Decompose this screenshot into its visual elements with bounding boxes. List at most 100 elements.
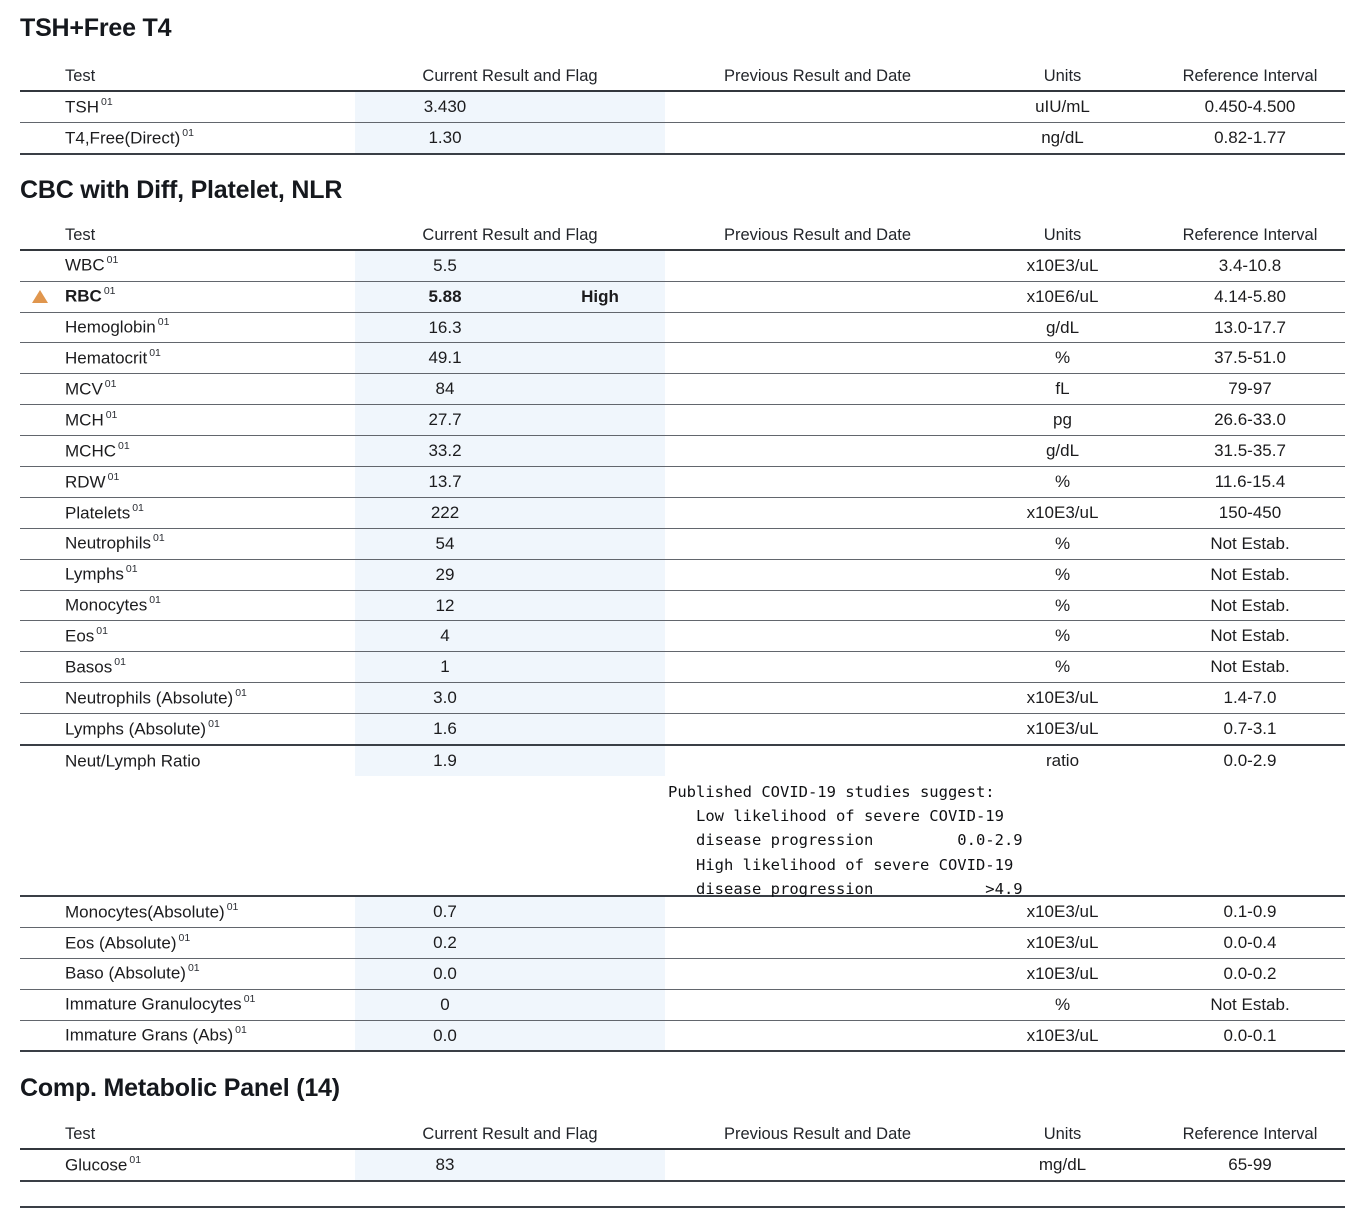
reference-interval: 0.7-3.1 (1223, 719, 1277, 739)
units-value: x10E3/uL (1026, 932, 1099, 952)
footnote-superscript: 01 (114, 655, 126, 668)
reference-interval: 0.0-0.4 (1223, 932, 1277, 952)
reference-interval: 0.1-0.9 (1223, 901, 1277, 921)
metabolic-panel-table: Test Current Result and Flag Previous Re… (20, 1122, 1345, 1183)
result-value: 5.88 (355, 281, 535, 312)
result-value: 0.2 (355, 927, 535, 958)
result-flag (535, 897, 665, 927)
table-row: Eos (Absolute) 01 0.2 x10E3/uL 0.0-0.4 (20, 927, 1345, 959)
result-flag (535, 958, 665, 989)
high-result-warning-icon (32, 290, 48, 304)
footnote-superscript: 01 (208, 717, 220, 730)
result-value: 5.5 (355, 250, 535, 281)
table-row: Lymphs 01 29 % Not Estab. (20, 559, 1345, 591)
reference-interval: Not Estab. (1210, 595, 1290, 615)
reference-interval: 37.5-51.0 (1214, 348, 1286, 368)
units-value: % (1054, 595, 1071, 615)
test-name: MCV (65, 379, 103, 399)
result-value: 16.3 (355, 312, 535, 343)
column-header-previous: Previous Result and Date (723, 225, 912, 244)
table-row: WBC 01 5.5 x10E3/uL 3.4-10.8 (20, 250, 1345, 282)
result-flag (535, 590, 665, 621)
test-name: Eos (65, 626, 95, 646)
table-row: Lymphs (Absolute) 01 1.6 x10E3/uL 0.7-3.1 (20, 714, 1345, 747)
units-value: x10E3/uL (1026, 963, 1099, 983)
column-header-reference: Reference Interval (1182, 225, 1318, 244)
covid-note-line: Published COVID-19 studies suggest: (668, 783, 995, 802)
column-header-previous: Previous Result and Date (723, 67, 912, 85)
units-value: % (1054, 626, 1071, 646)
reference-interval: 3.4-10.8 (1218, 255, 1282, 275)
footnote-superscript: 01 (149, 594, 161, 607)
footnote-superscript: 01 (243, 993, 256, 1006)
result-value: 54 (355, 528, 535, 559)
table-row: Basos 01 1 % Not Estab. (20, 652, 1345, 684)
test-name: Monocytes(Absolute) (65, 902, 225, 922)
reference-interval: Not Estab. (1210, 657, 1290, 677)
test-name: Immature Granulocytes (65, 994, 242, 1014)
reference-interval: 0.0-0.2 (1223, 963, 1277, 983)
footnote-superscript: 01 (101, 95, 113, 108)
reference-interval: 150-450 (1218, 502, 1282, 522)
flag-icon-cell (20, 290, 60, 304)
test-name: Eos (Absolute) (65, 933, 177, 953)
units-value: x10E3/uL (1026, 502, 1099, 522)
result-value: 222 (355, 497, 535, 528)
result-flag (535, 250, 665, 281)
test-name: RDW (65, 472, 106, 492)
cbc-table: Test Current Result and Flag Previous Re… (20, 223, 1345, 1053)
units-value: % (1054, 994, 1071, 1014)
footnote-superscript: 01 (125, 563, 138, 576)
section-title: TSH+Free T4 (20, 14, 172, 42)
covid-note-line: High likelihood of severe COVID-19 (668, 855, 1014, 874)
column-header-result: Current Result and Flag (422, 225, 598, 244)
result-value: 13.7 (355, 467, 535, 497)
result-value: 1.6 (355, 714, 535, 745)
result-value: 12 (355, 590, 535, 621)
table-row: Immature Grans (Abs) 01 0.0 x10E3/uL 0.0-… (20, 1020, 1345, 1053)
footnote-superscript: 01 (106, 254, 119, 267)
table-row: Neut/Lymph Ratio 1.9 ratio 0.0-2.9 (20, 746, 1345, 777)
units-value: mg/dL (1038, 1155, 1087, 1175)
result-value: 0 (355, 989, 535, 1020)
table-row: Platelets 01 222 x10E3/uL 150-450 (20, 497, 1345, 529)
column-header-units: Units (1043, 225, 1082, 244)
table-header-row: Test Current Result and Flag Previous Re… (20, 1122, 1345, 1151)
result-flag (535, 559, 665, 590)
test-name: WBC (65, 256, 105, 276)
test-name: Neut/Lymph Ratio (65, 751, 201, 771)
column-header-units: Units (1043, 1125, 1082, 1144)
result-value: 3.0 (355, 683, 535, 714)
units-value: % (1054, 564, 1071, 584)
units-value: % (1054, 471, 1071, 491)
result-value: 0.0 (355, 958, 535, 989)
reference-interval: 0.450-4.500 (1204, 96, 1296, 116)
result-flag (535, 343, 665, 374)
footnote-superscript: 01 (226, 900, 239, 913)
result-flag (535, 122, 665, 153)
footnote-superscript: 01 (105, 408, 118, 421)
result-value: 84 (355, 374, 535, 405)
units-value: % (1054, 657, 1071, 677)
column-header-reference: Reference Interval (1182, 67, 1318, 85)
table-row-abnormal: RBC 01 5.88 High x10E6/uL 4.14-5.80 (20, 281, 1345, 313)
result-flag: High (535, 281, 665, 312)
table-row: Neutrophils 01 54 % Not Estab. (20, 528, 1345, 560)
reference-interval: 11.6-15.4 (1214, 471, 1286, 491)
result-flag (535, 436, 665, 467)
table-row: Baso (Absolute) 01 0.0 x10E3/uL 0.0-0.2 (20, 958, 1345, 990)
units-value: x10E6/uL (1026, 286, 1099, 306)
section-title: Comp. Metabolic Panel (14) (20, 1074, 340, 1103)
units-value: fL (1055, 379, 1070, 399)
table-row: MCHC 01 33.2 g/dL 31.5-35.7 (20, 436, 1345, 468)
column-header-test: Test (65, 225, 96, 244)
result-flag (535, 683, 665, 714)
footnote-superscript: 01 (118, 439, 130, 452)
footnote-superscript: 01 (104, 377, 117, 390)
footnote-superscript: 01 (107, 470, 120, 483)
result-value: 4 (355, 621, 535, 652)
reference-interval: Not Estab. (1210, 994, 1290, 1014)
reference-interval: 0.0-2.9 (1223, 751, 1277, 771)
result-flag (535, 467, 665, 497)
covid-study-note: Published COVID-19 studies suggest: Low … (20, 776, 1345, 898)
